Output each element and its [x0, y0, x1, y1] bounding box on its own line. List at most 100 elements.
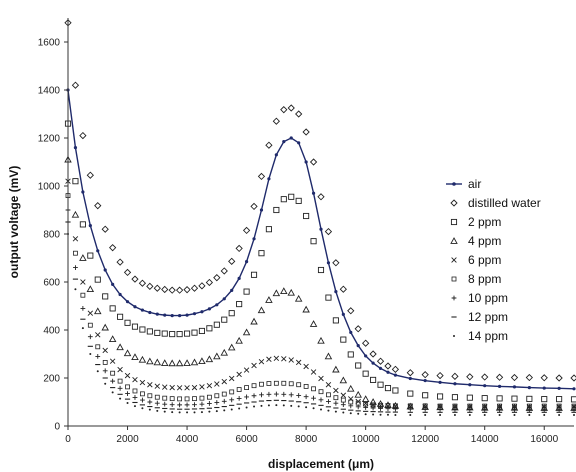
data-point [133, 389, 137, 393]
data-point [318, 338, 324, 343]
legend-item: 8 ppm [452, 272, 501, 286]
data-point [467, 395, 472, 400]
data-point [409, 414, 411, 416]
data-point [222, 392, 226, 396]
data-point [251, 203, 257, 209]
data-point [268, 404, 270, 406]
data-point [260, 208, 263, 211]
data-point [558, 387, 561, 390]
data-point [132, 354, 138, 359]
data-point [244, 329, 250, 334]
data-point [199, 328, 204, 333]
data-point [162, 402, 167, 407]
data-point [103, 360, 107, 364]
data-point [333, 318, 338, 323]
data-point [451, 238, 457, 243]
data-point [140, 327, 145, 332]
data-point [319, 228, 322, 231]
data-point [342, 412, 344, 414]
data-point [177, 331, 182, 336]
data-point [117, 314, 122, 319]
data-point [207, 326, 212, 331]
data-point [214, 400, 219, 405]
data-point [177, 385, 182, 390]
y-tick-label: 200 [43, 374, 60, 385]
data-point [80, 306, 85, 311]
data-point [237, 372, 242, 377]
data-point [297, 383, 301, 387]
data-point [215, 303, 218, 306]
data-point [437, 373, 443, 379]
data-point [252, 237, 255, 240]
data-point [133, 305, 136, 308]
data-point [296, 296, 302, 301]
data-point [95, 277, 100, 282]
data-point [125, 350, 131, 355]
data-point [482, 396, 487, 401]
data-point [452, 395, 457, 400]
data-point [244, 227, 250, 233]
data-point [229, 311, 234, 316]
data-point [267, 177, 270, 180]
data-point [185, 314, 188, 317]
data-point [274, 207, 279, 212]
data-point [110, 336, 116, 341]
data-point [192, 285, 198, 291]
data-point [221, 268, 227, 274]
data-point [469, 414, 471, 416]
data-point [222, 317, 227, 322]
data-point [311, 321, 317, 326]
data-point [437, 394, 442, 399]
data-point [424, 379, 427, 382]
data-point [528, 386, 531, 389]
data-point [200, 396, 204, 400]
data-point [95, 203, 101, 209]
data-point [215, 394, 219, 398]
legend-label: distilled water [468, 196, 541, 210]
data-point [139, 280, 145, 286]
data-point [319, 376, 324, 381]
data-point [252, 363, 257, 368]
data-point [222, 379, 227, 384]
data-point [185, 385, 190, 390]
data-point [454, 414, 456, 416]
data-point [341, 337, 346, 342]
data-point [200, 384, 205, 389]
data-point [283, 404, 285, 406]
data-point [229, 376, 234, 381]
data-point [340, 377, 346, 382]
data-point [296, 393, 301, 398]
data-point [267, 392, 272, 397]
data-point [214, 382, 219, 387]
data-point [385, 363, 391, 369]
data-point [125, 320, 130, 325]
legend-label: 14 ppm [468, 329, 508, 343]
data-point [296, 111, 302, 117]
data-point [259, 392, 264, 397]
data-point [394, 374, 397, 377]
legend: airdistilled water2 ppm4 ppm6 ppm8 ppm10… [446, 177, 541, 343]
data-point [192, 359, 198, 364]
data-point [357, 413, 359, 415]
data-point [147, 283, 153, 289]
legend-label: air [468, 177, 481, 191]
data-point [223, 297, 226, 300]
data-point [357, 344, 360, 347]
data-point [452, 258, 457, 263]
data-point [154, 285, 160, 291]
data-point [147, 400, 152, 405]
data-point [318, 194, 324, 200]
data-point [348, 386, 354, 391]
data-point [214, 322, 219, 327]
data-point [273, 118, 279, 124]
data-point [208, 307, 211, 310]
legend-item: 2 ppm [451, 215, 501, 229]
data-point [326, 399, 331, 404]
data-point [311, 159, 317, 165]
y-tick-label: 600 [43, 278, 60, 289]
y-ticks: 0 200 400 600 800 1000 1200 1400 1600 [38, 38, 68, 433]
data-point [557, 397, 562, 402]
data-point [452, 296, 457, 301]
data-point [221, 350, 227, 355]
data-point [125, 269, 131, 275]
